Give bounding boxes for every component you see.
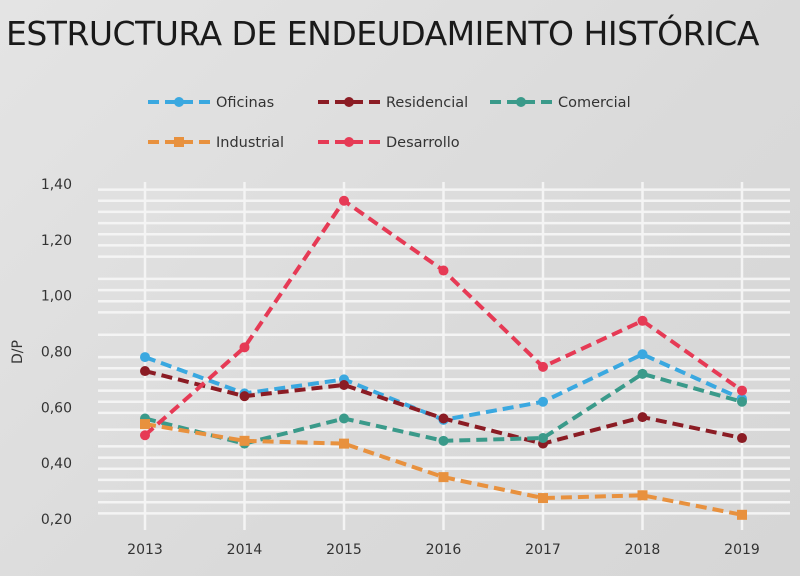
data-point xyxy=(538,361,548,372)
legend-marker xyxy=(344,97,354,107)
legend-label: Comercial xyxy=(558,95,631,111)
data-point xyxy=(339,438,349,449)
y-axis-label: D/P xyxy=(10,340,26,364)
data-point xyxy=(438,265,449,276)
data-point xyxy=(737,433,747,444)
data-point xyxy=(438,472,449,483)
legend-label: Oficinas xyxy=(216,95,274,111)
legend-marker xyxy=(174,137,184,147)
data-point xyxy=(737,509,747,520)
legend-label: Residencial xyxy=(386,95,468,111)
data-point xyxy=(538,396,548,407)
data-point xyxy=(737,385,747,396)
chart-title: ESTRUCTURA DE ENDEUDAMIENTO HISTÓRICA xyxy=(6,14,759,53)
data-point xyxy=(637,315,648,326)
legend-marker xyxy=(516,97,526,107)
data-point xyxy=(637,490,648,501)
x-tick-label: 2019 xyxy=(724,542,760,558)
data-point xyxy=(339,380,349,390)
data-point xyxy=(140,366,150,377)
data-point xyxy=(637,349,648,360)
data-point xyxy=(239,342,250,353)
y-tick-label: 0,60 xyxy=(41,400,72,416)
data-point xyxy=(339,195,349,206)
data-point xyxy=(140,419,150,430)
legend-label: Desarrollo xyxy=(386,135,460,151)
x-tick-label: 2015 xyxy=(326,542,362,558)
data-point xyxy=(239,435,250,446)
y-tick-label: 0,40 xyxy=(41,456,72,472)
x-tick-label: 2013 xyxy=(127,542,163,558)
x-tick-label: 2018 xyxy=(625,542,661,558)
data-point xyxy=(538,493,548,504)
data-point xyxy=(438,435,449,446)
data-point xyxy=(239,391,250,402)
legend-label: Industrial xyxy=(216,135,284,151)
y-tick-label: 1,00 xyxy=(41,289,72,305)
data-point xyxy=(538,433,548,444)
legend-marker xyxy=(344,137,354,147)
y-tick-label: 0,20 xyxy=(41,512,72,528)
y-tick-label: 0,80 xyxy=(41,345,72,361)
data-point xyxy=(339,413,349,424)
data-point xyxy=(140,352,150,363)
x-tick-label: 2016 xyxy=(426,542,462,558)
data-point xyxy=(637,412,648,423)
x-tick-label: 2017 xyxy=(525,542,561,558)
x-tick-label: 2014 xyxy=(227,542,263,558)
data-point xyxy=(438,413,449,424)
y-tick-label: 1,20 xyxy=(41,233,72,249)
data-point xyxy=(140,430,150,441)
y-tick-label: 1,40 xyxy=(41,177,72,193)
data-point xyxy=(637,368,648,379)
legend-marker xyxy=(174,97,184,107)
data-point xyxy=(737,396,747,407)
